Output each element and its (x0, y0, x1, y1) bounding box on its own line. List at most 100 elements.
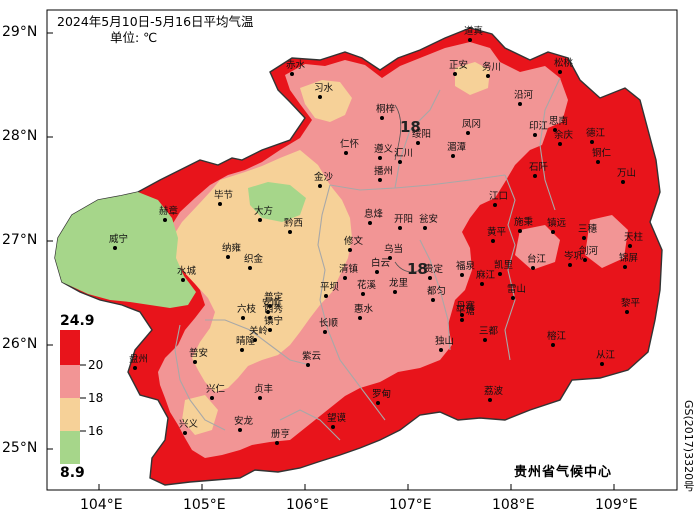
city-label: 印江 (529, 121, 549, 132)
city-dot (600, 362, 604, 366)
city-label: 思南 (549, 116, 569, 127)
city-label: 关岭 (249, 326, 269, 337)
city-label: 三都 (479, 326, 499, 337)
city-dot (416, 141, 420, 145)
city-dot (193, 360, 197, 364)
city-label: 镇远 (547, 218, 567, 229)
lat-label-28: 28°N (2, 128, 38, 144)
isotherm-label-central: 18 (407, 260, 428, 278)
city-label: 紫云 (302, 351, 322, 362)
isotherm-lines (394, 104, 421, 273)
city-dot (275, 441, 279, 445)
city-label: 绥阳 (412, 129, 432, 140)
city-label: 遵义 (374, 144, 394, 155)
city-label: 从江 (596, 350, 616, 361)
region-18-20-east (585, 215, 628, 268)
city-label: 湄潭 (447, 142, 467, 153)
city-label: 贞丰 (254, 384, 274, 395)
city-label: 桐梓 (376, 104, 396, 115)
city-dot (621, 180, 625, 184)
city-dot (238, 428, 242, 432)
city-dot (378, 156, 382, 160)
city-label: 天柱 (624, 232, 644, 243)
city-label: 大方 (254, 206, 274, 217)
city-label: 册亨 (271, 429, 291, 440)
city-label: 息烽 (364, 209, 384, 220)
credit-text: 贵州省气候中心 (514, 465, 613, 480)
city-label: 盘州 (129, 354, 149, 365)
city-dot (453, 72, 457, 76)
city-dot (498, 272, 502, 276)
city-dot (343, 276, 347, 280)
city-dot (248, 266, 252, 270)
unit-label: 单位: ℃ (110, 30, 158, 45)
region-18-20-east2 (515, 225, 560, 270)
city-dot (558, 142, 562, 146)
city-label: 锦屏 (619, 253, 639, 264)
city-dot (253, 338, 257, 342)
city-label: 榕江 (547, 331, 567, 342)
city-label: 台江 (527, 254, 547, 265)
city-label: 织金 (244, 254, 264, 265)
city-dot (380, 116, 384, 120)
city-label: 江口 (489, 191, 509, 202)
city-label: 白云 (371, 258, 391, 269)
city-dot (348, 248, 352, 252)
city-label: 德江 (586, 128, 606, 139)
city-dot (551, 343, 555, 347)
city-label: 松桃 (554, 58, 574, 69)
city-dot (398, 160, 402, 164)
legend-swatch-18-20 (60, 365, 80, 398)
city-dot (368, 221, 372, 225)
city-label: 兴仁 (206, 384, 226, 395)
city-dot (533, 174, 537, 178)
city-dot (268, 304, 272, 308)
legend-threshold-18: 18 (88, 391, 104, 405)
city-dot (210, 396, 214, 400)
region-below-16 (55, 192, 196, 308)
legend-swatch-16-18 (60, 398, 80, 431)
city-label: 镇宁 (264, 316, 284, 327)
city-dot (378, 178, 382, 182)
city-label: 丹寨 (456, 301, 476, 312)
city-dot (625, 310, 629, 314)
city-label: 播州 (374, 166, 394, 177)
city-dot (558, 70, 562, 74)
city-dot (439, 348, 443, 352)
lon-label-104: 104°E (80, 497, 123, 513)
city-label: 务川 (482, 62, 502, 73)
city-dot (324, 294, 328, 298)
city-label: 水城 (177, 266, 197, 277)
city-label: 普定 (264, 292, 284, 303)
city-dot (518, 102, 522, 106)
city-dot (623, 265, 627, 269)
city-label: 石阡 (529, 162, 549, 173)
approval-number: GS(2017)3320号 (682, 400, 695, 492)
city-label: 习水 (314, 83, 334, 94)
city-dot (451, 154, 455, 158)
city-dot (113, 246, 117, 250)
city-label: 清镇 (339, 264, 359, 275)
city-dot (483, 338, 487, 342)
city-label: 瓮安 (419, 214, 439, 225)
city-label: 花溪 (357, 280, 377, 291)
prefecture-boundaries (174, 77, 561, 441)
city-label: 余庆 (554, 130, 574, 141)
city-dot (266, 310, 270, 314)
city-dot (306, 363, 310, 367)
region-below-16-n (248, 182, 306, 222)
city-label: 荔波 (484, 386, 504, 397)
city-label: 龙里 (389, 278, 409, 289)
city-markers (113, 38, 632, 445)
lon-label-107: 107°E (389, 497, 432, 513)
city-label: 道真 (464, 26, 484, 37)
city-label: 汇川 (394, 148, 414, 159)
map-title: 2024年5月10日-5月16日平均气温 (57, 14, 254, 29)
city-label: 威宁 (109, 234, 129, 245)
legend-bar (60, 330, 86, 464)
city-dot (493, 203, 497, 207)
city-dot (358, 316, 362, 320)
city-label: 长顺 (319, 318, 339, 329)
